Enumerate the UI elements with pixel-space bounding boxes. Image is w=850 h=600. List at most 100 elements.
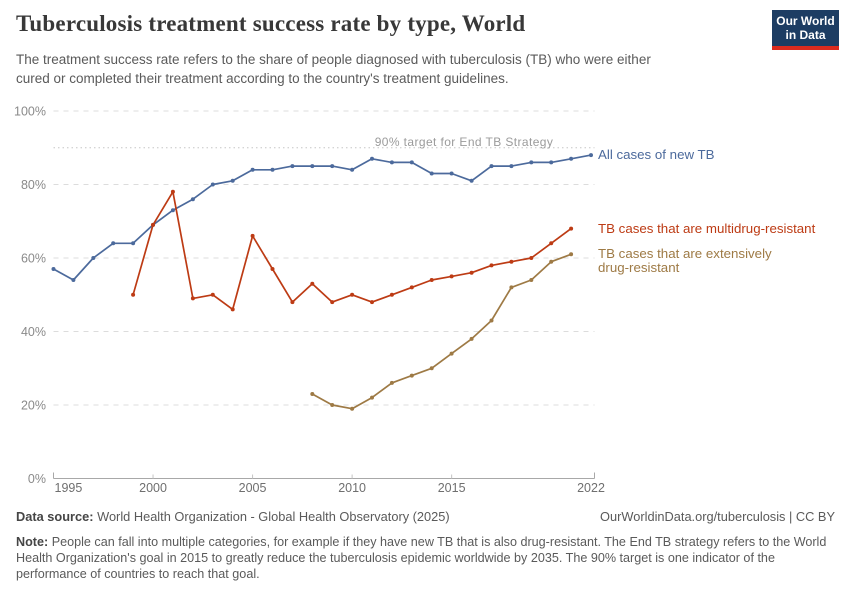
- data-point[interactable]: [250, 167, 255, 172]
- owid-logo-line2: in Data: [785, 27, 826, 42]
- data-point[interactable]: [409, 160, 414, 165]
- data-point[interactable]: [389, 380, 394, 385]
- data-point[interactable]: [170, 208, 175, 213]
- data-point[interactable]: [489, 263, 494, 268]
- note: Note: People can fall into multiple cate…: [16, 534, 838, 583]
- svg-text:20%: 20%: [21, 399, 46, 413]
- note-text: People can fall into multiple categories…: [16, 535, 827, 582]
- data-point[interactable]: [370, 395, 374, 400]
- data-point[interactable]: [350, 406, 355, 411]
- legend-all-cases-of-new-tb[interactable]: All cases of new TB: [598, 147, 715, 162]
- data-point[interactable]: [270, 167, 275, 172]
- data-point[interactable]: [589, 153, 593, 158]
- svg-text:1995: 1995: [55, 481, 83, 495]
- data-point[interactable]: [469, 336, 474, 341]
- data-point[interactable]: [250, 233, 255, 238]
- data-point[interactable]: [549, 241, 554, 246]
- data-point[interactable]: [409, 285, 414, 290]
- data-point[interactable]: [389, 292, 394, 297]
- data-point[interactable]: [190, 197, 195, 202]
- svg-text:40%: 40%: [21, 325, 46, 339]
- svg-text:0%: 0%: [28, 472, 46, 486]
- data-point[interactable]: [310, 392, 315, 396]
- svg-text:2015: 2015: [438, 481, 466, 495]
- data-point[interactable]: [310, 164, 315, 169]
- svg-text:2005: 2005: [239, 481, 267, 495]
- data-point[interactable]: [489, 318, 494, 323]
- data-point[interactable]: [131, 292, 136, 297]
- data-point[interactable]: [170, 189, 175, 194]
- data-point[interactable]: [549, 160, 554, 165]
- data-point[interactable]: [350, 167, 355, 172]
- owid-link[interactable]: OurWorldinData.org/tuberculosis | CC BY: [600, 509, 835, 524]
- data-point[interactable]: [51, 267, 56, 271]
- data-point[interactable]: [409, 373, 414, 378]
- series-line-extensively-drug-resistant[interactable]: [310, 252, 574, 411]
- data-point[interactable]: [509, 259, 514, 264]
- data-point[interactable]: [529, 278, 534, 282]
- svg-text:2010: 2010: [338, 481, 366, 495]
- data-point[interactable]: [370, 300, 374, 305]
- y-axis: 0% 20% 40% 60% 80% 100%: [14, 105, 595, 486]
- data-point[interactable]: [489, 164, 494, 169]
- note-label: Note:: [16, 535, 49, 549]
- data-point[interactable]: [509, 164, 514, 169]
- data-point[interactable]: [210, 292, 215, 297]
- data-point[interactable]: [549, 259, 554, 264]
- svg-text:2022: 2022: [577, 481, 605, 495]
- svg-text:2000: 2000: [139, 481, 167, 495]
- data-point[interactable]: [71, 278, 76, 282]
- data-point[interactable]: [529, 160, 534, 165]
- owid-logo-line1: Our World: [776, 14, 835, 28]
- data-point[interactable]: [469, 270, 474, 275]
- series-line-all-cases-of-new-tb[interactable]: [51, 153, 594, 282]
- data-point[interactable]: [330, 164, 335, 169]
- svg-text:60%: 60%: [21, 252, 46, 266]
- data-point[interactable]: [151, 222, 155, 227]
- svg-text:80%: 80%: [21, 178, 46, 192]
- data-point[interactable]: [449, 274, 454, 279]
- data-point[interactable]: [151, 222, 155, 227]
- series-line-multidrug-resistant[interactable]: [131, 189, 574, 312]
- data-point[interactable]: [330, 300, 335, 305]
- data-point[interactable]: [449, 171, 454, 176]
- data-point[interactable]: [230, 307, 235, 312]
- data-point[interactable]: [569, 252, 574, 257]
- data-point[interactable]: [429, 278, 434, 282]
- target-line: 90% target for End TB Strategy: [53, 135, 595, 149]
- data-point[interactable]: [190, 296, 195, 301]
- chart-title: Tuberculosis treatment success rate by t…: [16, 11, 526, 36]
- data-point[interactable]: [290, 300, 295, 305]
- data-point[interactable]: [370, 156, 374, 161]
- data-point[interactable]: [270, 267, 275, 271]
- legend-extensively-drug-resistant[interactable]: TB cases that are extensively drug-resis…: [598, 247, 808, 275]
- data-point[interactable]: [91, 256, 96, 260]
- data-point[interactable]: [429, 171, 434, 176]
- data-point[interactable]: [429, 366, 434, 371]
- data-source-text: World Health Organization - Global Healt…: [97, 509, 450, 524]
- data-point[interactable]: [509, 285, 514, 290]
- data-point[interactable]: [111, 241, 116, 246]
- legend-multidrug-resistant[interactable]: TB cases that are multidrug-resistant: [598, 221, 816, 236]
- x-axis: 1995 2000 2005 2010 2015 2022: [53, 472, 605, 495]
- data-point[interactable]: [529, 256, 534, 260]
- data-source-label: Data source:: [16, 509, 94, 524]
- chart-subtitle: The treatment success rate refers to the…: [16, 52, 651, 86]
- data-point[interactable]: [569, 226, 574, 231]
- data-point[interactable]: [310, 281, 315, 286]
- data-point[interactable]: [350, 292, 355, 297]
- data-point[interactable]: [210, 182, 215, 187]
- target-line-label: 90% target for End TB Strategy: [375, 135, 554, 149]
- legend-xdr-line1: TB cases that are extensively: [598, 246, 772, 261]
- data-point[interactable]: [290, 164, 295, 169]
- data-point[interactable]: [569, 156, 574, 161]
- data-point[interactable]: [330, 403, 335, 407]
- data-point[interactable]: [230, 178, 235, 183]
- data-point[interactable]: [131, 241, 136, 246]
- legend-xdr-line2: drug-resistant: [598, 259, 680, 275]
- data-source: Data source: World Health Organization -…: [16, 509, 450, 524]
- data-point[interactable]: [449, 351, 454, 356]
- data-point[interactable]: [469, 178, 474, 183]
- data-point[interactable]: [389, 160, 394, 165]
